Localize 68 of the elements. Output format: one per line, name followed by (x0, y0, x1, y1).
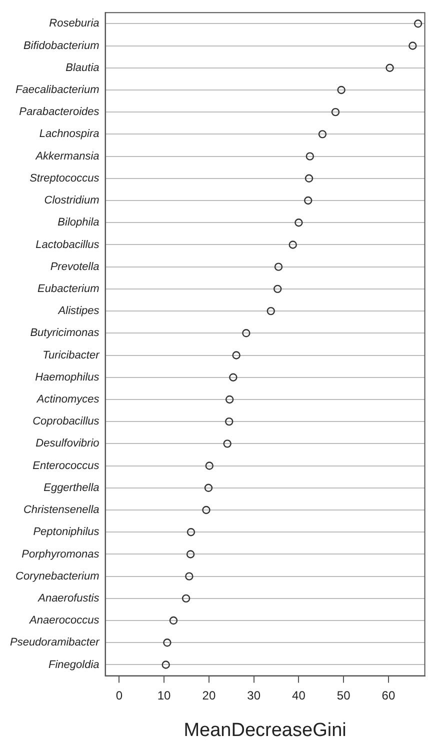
point (229, 373, 238, 382)
point (162, 660, 170, 669)
x-tick-label: 60 (382, 688, 396, 702)
point (223, 440, 232, 448)
point (182, 594, 190, 603)
y-tick-label: Clostridium (44, 194, 100, 207)
x-tick-label: 20 (202, 688, 216, 702)
y-tick-label: Haemophilus (35, 371, 100, 384)
y-tick-label: Eggerthella (44, 482, 100, 494)
y-tick-label: Corynebacterium (16, 570, 100, 582)
point (225, 417, 234, 426)
y-tick-label: Actinomyces (36, 394, 100, 406)
y-tick-label: Peptoniphilus (33, 526, 100, 538)
point (242, 329, 250, 338)
point (274, 284, 282, 294)
y-tick-label: Roseburia (49, 18, 100, 30)
point (408, 42, 417, 50)
y-tick-label: Bilophila (58, 216, 100, 229)
y-tick-label: Desulfovibrio (36, 438, 100, 450)
point (186, 528, 196, 536)
y-tick-label: Faecalibacterium (16, 84, 100, 96)
point (186, 550, 195, 558)
y-tick-label: Blautia (66, 62, 100, 74)
y-tick-label: Anaerofustis (37, 592, 100, 604)
point (288, 240, 297, 249)
point (204, 484, 213, 492)
point (163, 638, 172, 647)
point (205, 462, 214, 470)
x-tick-label: 50 (336, 688, 351, 702)
y-tick-label: Eubacterium (38, 282, 100, 295)
y-tick-label: Akkermansia (34, 150, 100, 162)
point (225, 395, 234, 404)
y-tick-label: Lachnospira (39, 128, 100, 140)
y-tick-label: Pseudoramibacter (10, 636, 101, 649)
point (331, 108, 340, 116)
point (304, 196, 312, 205)
point (169, 616, 178, 625)
y-tick-label: Anaerococcus (28, 614, 100, 627)
point (294, 218, 303, 227)
x-tick-label: 30 (247, 688, 261, 702)
point (414, 20, 422, 28)
x-tick-label: 0 (116, 688, 123, 702)
point (386, 64, 394, 72)
point (304, 174, 314, 182)
y-tick-label: Coprobacillus (32, 416, 100, 428)
point (266, 306, 275, 316)
point (232, 351, 240, 360)
x-tick-label: 10 (157, 688, 172, 702)
y-tick-label: Finegoldia (48, 658, 100, 671)
y-tick-label: Enterococcus (32, 460, 100, 472)
y-tick-label: Porphyromonas (22, 548, 100, 560)
point (306, 152, 314, 160)
y-tick-label: Bifidobacterium (23, 40, 100, 52)
point (274, 262, 283, 271)
y-tick-label: Christensenella (23, 504, 100, 516)
y-tick-label: Prevotella (50, 260, 100, 273)
point (337, 86, 346, 94)
point (202, 506, 210, 514)
y-tick-label: Parabacteroides (19, 106, 100, 118)
x-tick-label: 40 (292, 688, 306, 702)
point (318, 130, 327, 138)
y-tick-label: Alistipes (57, 305, 100, 318)
y-tick-label: Lactobacillus (36, 238, 100, 251)
point (185, 572, 194, 580)
y-tick-label: Turicibacter (42, 349, 101, 362)
x-axis-title: MeanDecreaseGini (184, 720, 346, 741)
y-tick-label: Streptococcus (30, 172, 100, 184)
y-tick-label: Butyricimonas (30, 327, 100, 340)
